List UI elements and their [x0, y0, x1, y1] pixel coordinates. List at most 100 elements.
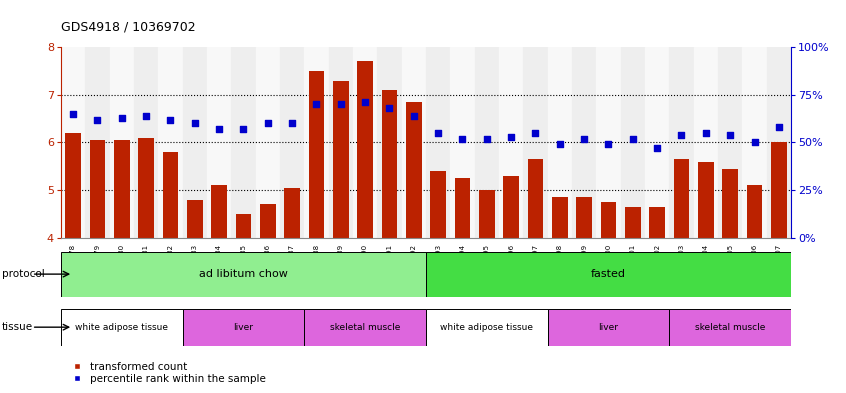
- Bar: [284, 188, 300, 238]
- Bar: [61, 309, 183, 346]
- Point: [163, 116, 177, 123]
- Bar: [187, 200, 203, 238]
- Bar: [426, 252, 791, 297]
- Bar: [162, 152, 179, 238]
- Bar: [158, 47, 183, 238]
- Point: [212, 126, 226, 132]
- Bar: [353, 47, 377, 238]
- Bar: [138, 138, 154, 238]
- Bar: [669, 309, 791, 346]
- Bar: [332, 81, 349, 238]
- Text: skeletal muscle: skeletal muscle: [695, 323, 766, 332]
- Bar: [183, 47, 207, 238]
- Point: [748, 139, 761, 145]
- Bar: [625, 207, 640, 238]
- Point: [310, 101, 323, 107]
- Point: [456, 136, 470, 142]
- Bar: [503, 176, 519, 238]
- Bar: [547, 47, 572, 238]
- Bar: [207, 47, 231, 238]
- Bar: [479, 190, 495, 238]
- Point: [407, 113, 420, 119]
- Point: [699, 130, 712, 136]
- Point: [772, 124, 786, 130]
- Text: white adipose tissue: white adipose tissue: [75, 323, 168, 332]
- Bar: [450, 47, 475, 238]
- Point: [382, 105, 396, 111]
- Text: white adipose tissue: white adipose tissue: [440, 323, 533, 332]
- Bar: [328, 47, 353, 238]
- Point: [723, 132, 737, 138]
- Bar: [669, 47, 694, 238]
- Bar: [85, 47, 110, 238]
- Bar: [114, 140, 129, 238]
- Bar: [475, 47, 499, 238]
- Legend: transformed count, percentile rank within the sample: transformed count, percentile rank withi…: [66, 362, 266, 384]
- Bar: [231, 47, 255, 238]
- Bar: [61, 47, 85, 238]
- Bar: [426, 309, 547, 346]
- Bar: [698, 162, 714, 238]
- Bar: [305, 309, 426, 346]
- Bar: [621, 47, 645, 238]
- Bar: [402, 47, 426, 238]
- Bar: [547, 309, 669, 346]
- Bar: [601, 202, 617, 238]
- Bar: [596, 47, 621, 238]
- Bar: [747, 185, 762, 238]
- Point: [261, 120, 275, 127]
- Bar: [694, 47, 718, 238]
- Bar: [377, 47, 402, 238]
- Bar: [110, 47, 134, 238]
- Text: liver: liver: [233, 323, 254, 332]
- Bar: [524, 47, 547, 238]
- Bar: [65, 133, 81, 238]
- Text: tissue: tissue: [2, 322, 33, 332]
- Bar: [61, 252, 426, 297]
- Text: GDS4918 / 10369702: GDS4918 / 10369702: [61, 20, 195, 33]
- Point: [431, 130, 445, 136]
- Bar: [309, 71, 324, 238]
- Bar: [235, 214, 251, 238]
- Text: liver: liver: [598, 323, 618, 332]
- Point: [115, 114, 129, 121]
- Bar: [528, 159, 543, 238]
- Point: [480, 136, 493, 142]
- Bar: [766, 47, 791, 238]
- Point: [675, 132, 689, 138]
- Bar: [280, 47, 305, 238]
- Bar: [305, 47, 328, 238]
- Bar: [572, 47, 596, 238]
- Bar: [183, 309, 305, 346]
- Bar: [212, 185, 227, 238]
- Point: [188, 120, 201, 127]
- Point: [504, 134, 518, 140]
- Bar: [255, 47, 280, 238]
- Bar: [382, 90, 398, 238]
- Bar: [722, 169, 738, 238]
- Point: [285, 120, 299, 127]
- Bar: [576, 197, 592, 238]
- Bar: [742, 47, 766, 238]
- Bar: [406, 102, 421, 238]
- Point: [66, 111, 80, 117]
- Point: [140, 113, 153, 119]
- Point: [626, 136, 640, 142]
- Text: skeletal muscle: skeletal muscle: [330, 323, 400, 332]
- Point: [651, 145, 664, 151]
- Bar: [134, 47, 158, 238]
- Bar: [357, 61, 373, 238]
- Bar: [771, 142, 787, 238]
- Bar: [649, 207, 665, 238]
- Bar: [673, 159, 689, 238]
- Bar: [718, 47, 742, 238]
- Point: [602, 141, 615, 147]
- Bar: [90, 140, 105, 238]
- Point: [553, 141, 567, 147]
- Bar: [645, 47, 669, 238]
- Bar: [260, 204, 276, 238]
- Point: [91, 116, 104, 123]
- Bar: [499, 47, 524, 238]
- Bar: [426, 47, 450, 238]
- Bar: [431, 171, 446, 238]
